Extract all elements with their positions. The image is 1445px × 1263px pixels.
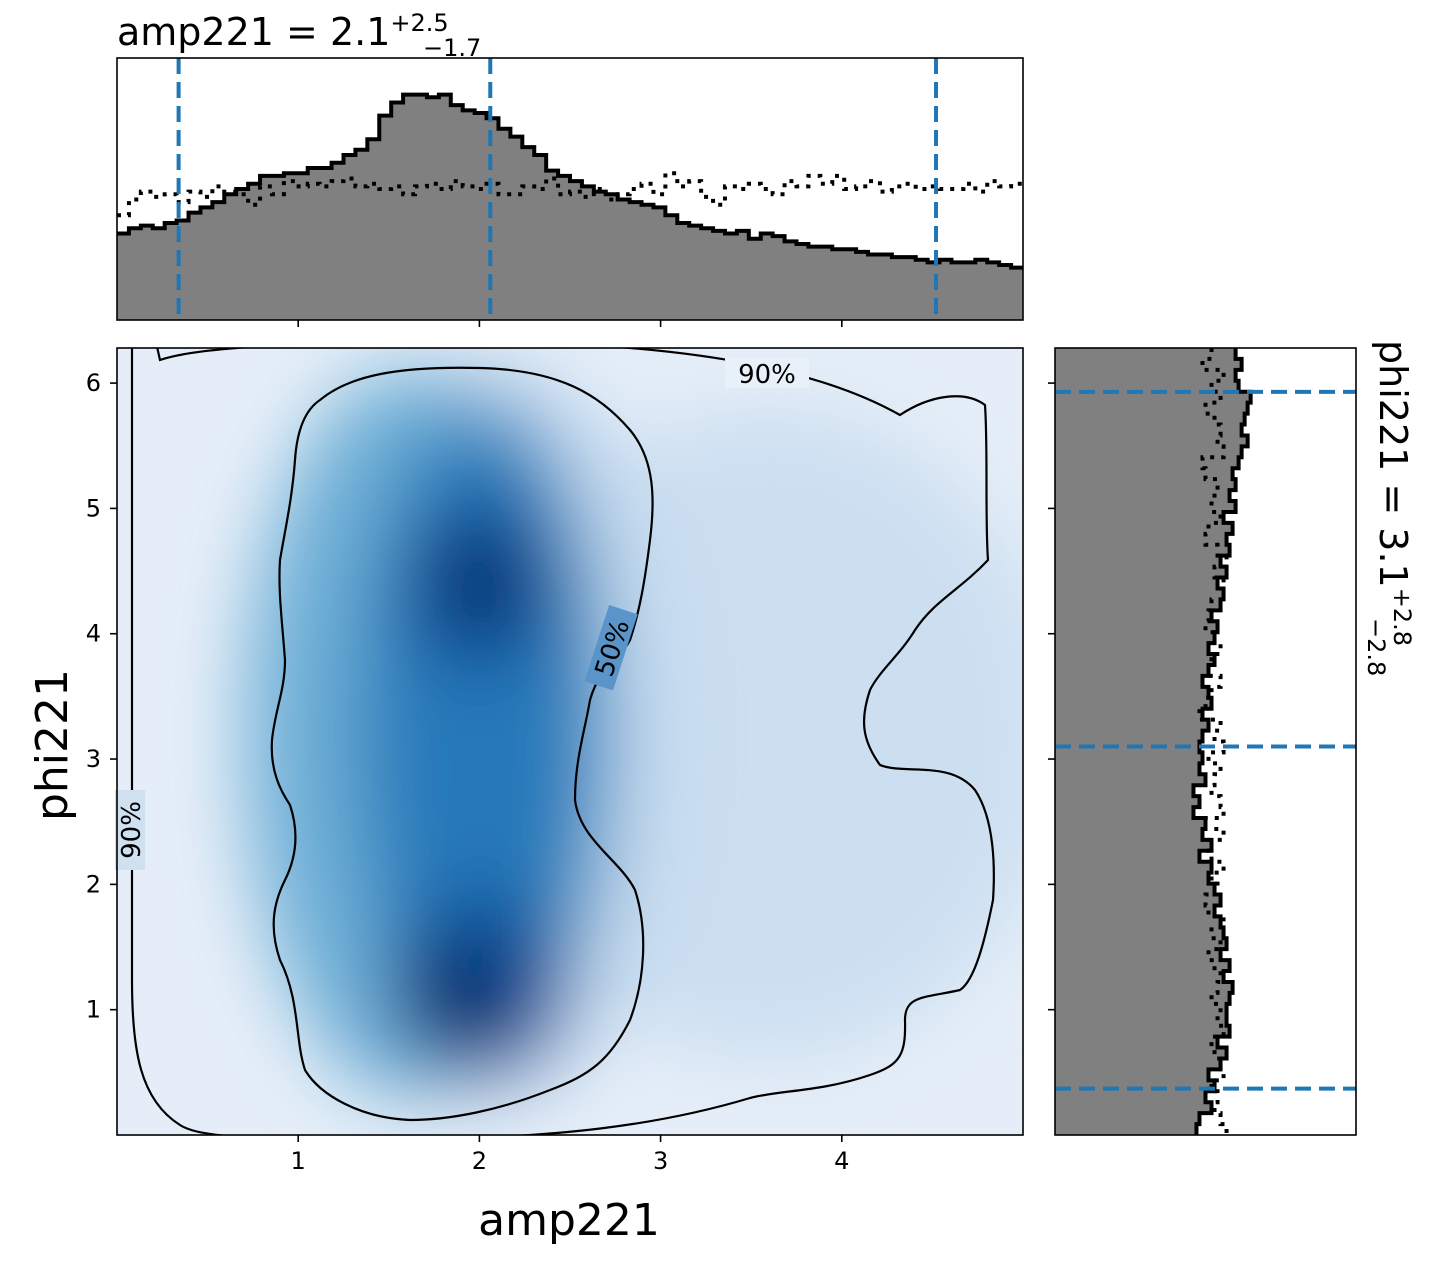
x-tick-label: 3 [653, 1147, 668, 1175]
y-marginal-ticks [1048, 382, 1055, 1011]
contour-label-90-left: 90% [115, 790, 147, 870]
density-heatmap [117, 348, 1023, 1135]
contour-label: 90% [738, 360, 796, 390]
contour-90 [130, 348, 995, 1135]
joint-frame [116, 347, 1024, 1136]
x-marginal-ticks [297, 320, 843, 327]
y-marginal-panel: phi221 = 3.1+2.8 −2.8 [1048, 340, 1416, 1136]
y-tick-label: 3 [86, 745, 101, 773]
contour-label-90-top: 90% [725, 358, 809, 390]
y-tick-label: 2 [86, 870, 101, 898]
y-quantile-lines [1055, 389, 1356, 1091]
x-posterior-hist-fill [117, 94, 1023, 320]
y-posterior-hist [1191, 348, 1253, 1135]
svg-text:phi221 = 3.1+2.8: phi221 = 3.1+2.8 [1371, 340, 1416, 646]
y-title-sup: +2.8 [1388, 588, 1416, 646]
y-title-main: phi221 = 3.1 [1371, 340, 1415, 588]
x-prior-hist [117, 171, 1023, 218]
joint-ticks: 1 2 3 4 1 2 3 4 5 6 [86, 369, 850, 1175]
y-marginal-frame [1054, 347, 1357, 1136]
x-axis-label: amp221 [478, 1195, 660, 1246]
y-tick-label: 4 [86, 620, 101, 648]
density-blob [406, 940, 516, 1054]
x-title-main: amp221 = 2.1 [117, 10, 390, 54]
y-tick-label: 6 [86, 369, 101, 397]
x-title-sup: +2.5 [390, 9, 448, 37]
y-tick-label: 1 [86, 996, 101, 1024]
contour-label: 90% [117, 801, 147, 859]
density-blob [479, 408, 1023, 1060]
y-title-sub: −2.8 [1362, 618, 1390, 676]
x-posterior-hist [117, 92, 1023, 270]
density-blob [434, 533, 525, 634]
y-tick-label: 5 [86, 494, 101, 522]
y-prior-hist [1197, 348, 1229, 1135]
y-posterior-hist-fill [1055, 348, 1251, 1135]
x-quantile-lines [176, 58, 939, 320]
x-marginal-frame [116, 57, 1024, 321]
x-marginal-title: amp221 = 2.1+2.5 [117, 9, 449, 54]
y-axis-label: phi221 [27, 669, 78, 821]
x-tick-label: 1 [291, 1147, 306, 1175]
x-tick-label: 2 [472, 1147, 487, 1175]
contour-50 [270, 366, 654, 1122]
y-marginal-title: phi221 = 3.1+2.8 −2.8 [1362, 340, 1416, 676]
x-tick-label: 4 [834, 1147, 849, 1175]
x-title-sub: −1.7 [423, 34, 481, 62]
x-marginal-panel: amp221 = 2.1+2.5 −1.7 [116, 9, 1024, 327]
